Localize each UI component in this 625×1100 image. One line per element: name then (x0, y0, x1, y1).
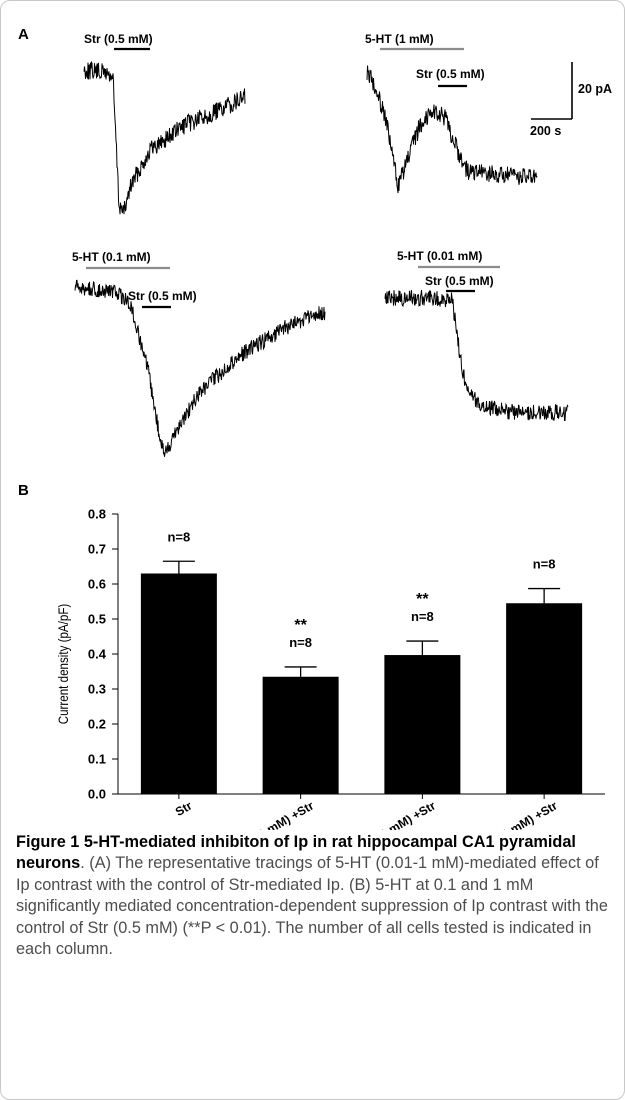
current-density-bar-chart: 0.00.10.20.30.40.50.60.70.8 n=8Strn=8**5… (56, 507, 605, 830)
panel-b-letter: B (18, 482, 29, 499)
y-tick-label: 0.2 (88, 717, 106, 732)
category-label: Str (173, 798, 195, 819)
y-tick-label: 0.6 (88, 577, 106, 592)
significance-marker: ** (416, 591, 429, 608)
trace-1-str-label: Str (0.5 mM) (84, 32, 153, 46)
trace-1-str (83, 60, 246, 215)
trace-4-serotonin-0.01mM (384, 289, 569, 422)
trace-3-serotonin-0.1mM (74, 279, 326, 457)
bar (506, 603, 583, 794)
n-label: n=8 (167, 529, 190, 544)
trace-4-str-label: Str (0.5 mM) (425, 274, 494, 288)
significance-marker: ** (294, 617, 307, 634)
y-tick-label: 0.1 (88, 752, 106, 767)
y-tick-label: 0.7 (88, 542, 106, 557)
figure-caption: Figure 1 5-HT-mediated inhibiton of Ip i… (16, 832, 612, 960)
y-axis-label: Current density (pA/pF) (56, 604, 71, 725)
y-tick-label: 0.5 (88, 612, 106, 627)
panel-a-letter: A (18, 26, 29, 43)
trace-2-serotonin-1mM (366, 65, 538, 194)
category-label: 5-HT (1 mM) +Str (226, 798, 316, 830)
trace-2-serotonin-label: 5-HT (1 mM) (365, 32, 434, 46)
category-label: 5-HT (0.01 mM) +Str (455, 798, 560, 830)
bar (140, 573, 217, 794)
trace-4-serotonin-label: 5-HT (0.01 mM) (397, 249, 482, 263)
trace-3-str-label: Str (0.5 mM) (128, 289, 197, 303)
y-tick-label: 0.0 (88, 787, 106, 802)
current-traces-panel: Str (0.5 mM) 5-HT (1 mM) Str (0.5 mM) 5-… (72, 32, 612, 457)
y-tick-label: 0.8 (88, 507, 106, 522)
bar (384, 655, 461, 794)
y-tick-label: 0.3 (88, 682, 106, 697)
caption-body: . (A) The representative tracings of 5-H… (16, 854, 608, 959)
bar (262, 676, 339, 794)
category-label: 5-HT (0.1 mM) +Str (339, 798, 438, 830)
y-tick-label: 0.4 (88, 647, 107, 662)
trace-3-serotonin-label: 5-HT (0.1 mM) (72, 250, 151, 264)
n-label: n=8 (533, 557, 556, 572)
trace-2-str-label: Str (0.5 mM) (416, 67, 485, 81)
scale-bar-amplitude-label: 20 pA (578, 82, 612, 96)
caption-title: Figure 1 5-HT-mediated inhibiton of Ip i… (16, 833, 576, 873)
n-label: n=8 (289, 635, 312, 650)
scale-bar-time-label: 200 s (530, 124, 561, 138)
n-label: n=8 (411, 609, 434, 624)
